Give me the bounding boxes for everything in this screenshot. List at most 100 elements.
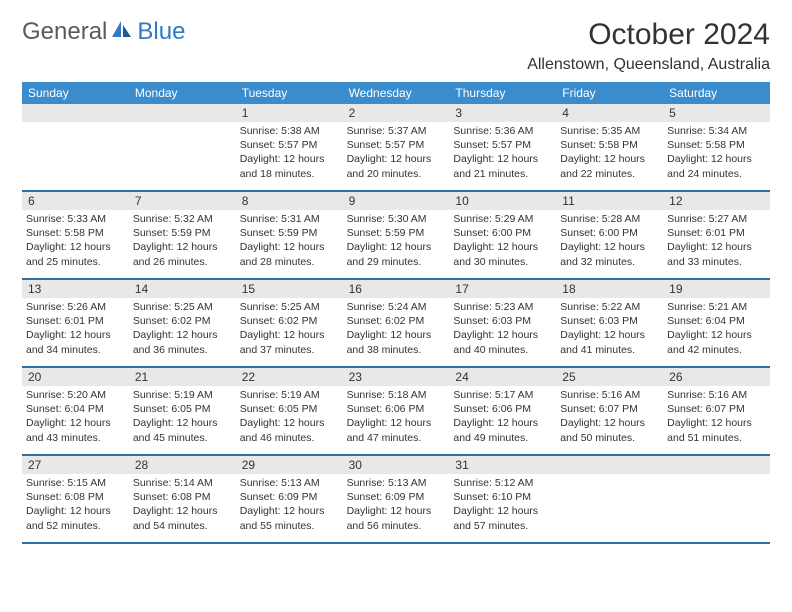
sunset-text: Sunset: 6:06 PM [453,402,552,416]
logo-sail-icon [111,18,133,46]
daylight-text: Daylight: 12 hours and 25 minutes. [26,240,125,268]
day-number: 28 [135,458,230,472]
day-details: Sunrise: 5:29 AMSunset: 6:00 PMDaylight:… [453,210,552,269]
sunrise-text: Sunrise: 5:38 AM [240,124,339,138]
sunset-text: Sunset: 6:03 PM [560,314,659,328]
day-number-row: 17 [449,280,556,298]
daylight-text: Daylight: 12 hours and 52 minutes. [26,504,125,532]
weekday-header: Friday [556,82,663,104]
sunrise-text: Sunrise: 5:25 AM [240,300,339,314]
day-number: 16 [349,282,444,296]
day-details: Sunrise: 5:30 AMSunset: 5:59 PMDaylight:… [347,210,446,269]
daylight-text: Daylight: 12 hours and 20 minutes. [347,152,446,180]
calendar-day: 29Sunrise: 5:13 AMSunset: 6:09 PMDayligh… [236,456,343,542]
sunset-text: Sunset: 6:02 PM [347,314,446,328]
day-number: 14 [135,282,230,296]
day-number: 6 [28,194,123,208]
day-number-row: 30 [343,456,450,474]
day-number-row: 26 [663,368,770,386]
sunrise-text: Sunrise: 5:23 AM [453,300,552,314]
day-details: Sunrise: 5:23 AMSunset: 6:03 PMDaylight:… [453,298,552,357]
daylight-text: Daylight: 12 hours and 33 minutes. [667,240,766,268]
sunrise-text: Sunrise: 5:19 AM [133,388,232,402]
location-label: Allenstown, Queensland, Australia [527,56,770,74]
daylight-text: Daylight: 12 hours and 46 minutes. [240,416,339,444]
sunset-text: Sunset: 6:02 PM [133,314,232,328]
calendar-day: 19Sunrise: 5:21 AMSunset: 6:04 PMDayligh… [663,280,770,366]
day-details: Sunrise: 5:16 AMSunset: 6:07 PMDaylight:… [560,386,659,445]
weekday-header: Wednesday [343,82,450,104]
page-header: General Blue October 2024 Allenstown, Qu… [22,18,770,74]
day-number-row: 3 [449,104,556,122]
sunrise-text: Sunrise: 5:29 AM [453,212,552,226]
daylight-text: Daylight: 12 hours and 45 minutes. [133,416,232,444]
day-number: 1 [242,106,337,120]
sunset-text: Sunset: 5:57 PM [240,138,339,152]
day-number: 19 [669,282,764,296]
day-details: Sunrise: 5:18 AMSunset: 6:06 PMDaylight:… [347,386,446,445]
sunset-text: Sunset: 6:10 PM [453,490,552,504]
calendar-day: 6Sunrise: 5:33 AMSunset: 5:58 PMDaylight… [22,192,129,278]
day-number-row: . [556,456,663,474]
daylight-text: Daylight: 12 hours and 37 minutes. [240,328,339,356]
daylight-text: Daylight: 12 hours and 41 minutes. [560,328,659,356]
calendar-day: 27Sunrise: 5:15 AMSunset: 6:08 PMDayligh… [22,456,129,542]
day-number: 26 [669,370,764,384]
daylight-text: Daylight: 12 hours and 57 minutes. [453,504,552,532]
sunset-text: Sunset: 6:07 PM [560,402,659,416]
day-number: 12 [669,194,764,208]
day-number-row: 12 [663,192,770,210]
calendar-day: 13Sunrise: 5:26 AMSunset: 6:01 PMDayligh… [22,280,129,366]
sunset-text: Sunset: 5:57 PM [453,138,552,152]
sunset-text: Sunset: 6:03 PM [453,314,552,328]
sunset-text: Sunset: 5:58 PM [667,138,766,152]
calendar-day: . [663,456,770,542]
day-number: 7 [135,194,230,208]
day-number: 22 [242,370,337,384]
weekday-header-row: Sunday Monday Tuesday Wednesday Thursday… [22,82,770,104]
sunrise-text: Sunrise: 5:25 AM [133,300,232,314]
day-details: Sunrise: 5:19 AMSunset: 6:05 PMDaylight:… [240,386,339,445]
day-details: Sunrise: 5:27 AMSunset: 6:01 PMDaylight:… [667,210,766,269]
daylight-text: Daylight: 12 hours and 30 minutes. [453,240,552,268]
sunrise-text: Sunrise: 5:15 AM [26,476,125,490]
day-number: 2 [349,106,444,120]
day-details: Sunrise: 5:35 AMSunset: 5:58 PMDaylight:… [560,122,659,181]
day-details: Sunrise: 5:20 AMSunset: 6:04 PMDaylight:… [26,386,125,445]
day-details: Sunrise: 5:13 AMSunset: 6:09 PMDaylight:… [347,474,446,533]
day-number: 21 [135,370,230,384]
daylight-text: Daylight: 12 hours and 42 minutes. [667,328,766,356]
calendar-day: 1Sunrise: 5:38 AMSunset: 5:57 PMDaylight… [236,104,343,190]
sunrise-text: Sunrise: 5:33 AM [26,212,125,226]
weeks-container: ..1Sunrise: 5:38 AMSunset: 5:57 PMDaylig… [22,104,770,544]
calendar-day: 11Sunrise: 5:28 AMSunset: 6:00 PMDayligh… [556,192,663,278]
day-details: Sunrise: 5:13 AMSunset: 6:09 PMDaylight:… [240,474,339,533]
logo-text-blue: Blue [137,18,185,46]
sunset-text: Sunset: 5:58 PM [560,138,659,152]
sunrise-text: Sunrise: 5:12 AM [453,476,552,490]
sunrise-text: Sunrise: 5:34 AM [667,124,766,138]
weekday-header: Sunday [22,82,129,104]
sunrise-text: Sunrise: 5:16 AM [667,388,766,402]
calendar-day: 23Sunrise: 5:18 AMSunset: 6:06 PMDayligh… [343,368,450,454]
day-details: Sunrise: 5:16 AMSunset: 6:07 PMDaylight:… [667,386,766,445]
day-number: 15 [242,282,337,296]
day-number-row: 9 [343,192,450,210]
day-number-row: 19 [663,280,770,298]
daylight-text: Daylight: 12 hours and 47 minutes. [347,416,446,444]
day-number-row: 18 [556,280,663,298]
sunrise-text: Sunrise: 5:13 AM [240,476,339,490]
day-number-row: 31 [449,456,556,474]
sunset-text: Sunset: 5:59 PM [133,226,232,240]
sunset-text: Sunset: 6:06 PM [347,402,446,416]
daylight-text: Daylight: 12 hours and 21 minutes. [453,152,552,180]
day-number-row: 8 [236,192,343,210]
calendar-day: . [556,456,663,542]
daylight-text: Daylight: 12 hours and 56 minutes. [347,504,446,532]
day-number: 20 [28,370,123,384]
sunset-text: Sunset: 6:05 PM [240,402,339,416]
day-number-row: 10 [449,192,556,210]
day-number-row: 24 [449,368,556,386]
sunset-text: Sunset: 6:00 PM [453,226,552,240]
calendar-day: 28Sunrise: 5:14 AMSunset: 6:08 PMDayligh… [129,456,236,542]
